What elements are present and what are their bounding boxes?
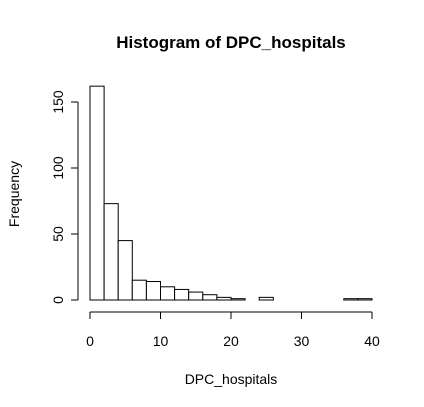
histogram-bar-6: [174, 288, 190, 301]
histogram-bar-4: [145, 281, 161, 301]
histogram-bar-8: [202, 294, 218, 301]
x-axis: 0 10 20 30 40: [86, 311, 380, 349]
histogram-bar-12: [258, 296, 274, 301]
chart-title: Histogram of DPC_hospitals: [116, 33, 346, 52]
histogram-bar-9: [216, 296, 232, 301]
x-tick-label-2: 20: [223, 333, 239, 349]
histogram-bar-3: [131, 279, 147, 301]
histogram-bar-0: [89, 85, 105, 301]
x-tick-label-0: 0: [86, 333, 94, 349]
y-tick-label-1: 50: [50, 226, 66, 242]
y-axis: 0 50 100 150: [50, 90, 79, 304]
x-tick-label-4: 40: [364, 333, 380, 349]
x-tick-label-3: 30: [294, 333, 310, 349]
histogram-bar-2: [117, 240, 133, 301]
histogram-bars: [89, 85, 373, 301]
histogram-bar-1: [103, 203, 119, 301]
y-tick-label-0: 0: [50, 296, 66, 304]
y-tick-label-2: 100: [50, 156, 66, 180]
histogram-bar-5: [160, 286, 176, 301]
histogram-bar-18: [343, 298, 359, 301]
y-tick-label-3: 150: [50, 90, 66, 114]
y-axis-label: Frequency: [6, 161, 22, 227]
x-tick-label-1: 10: [153, 333, 169, 349]
histogram-bar-10: [230, 298, 246, 301]
x-axis-label: DPC_hospitals: [185, 371, 278, 387]
histogram-bar-19: [357, 298, 373, 301]
histogram-bar-7: [188, 291, 204, 301]
